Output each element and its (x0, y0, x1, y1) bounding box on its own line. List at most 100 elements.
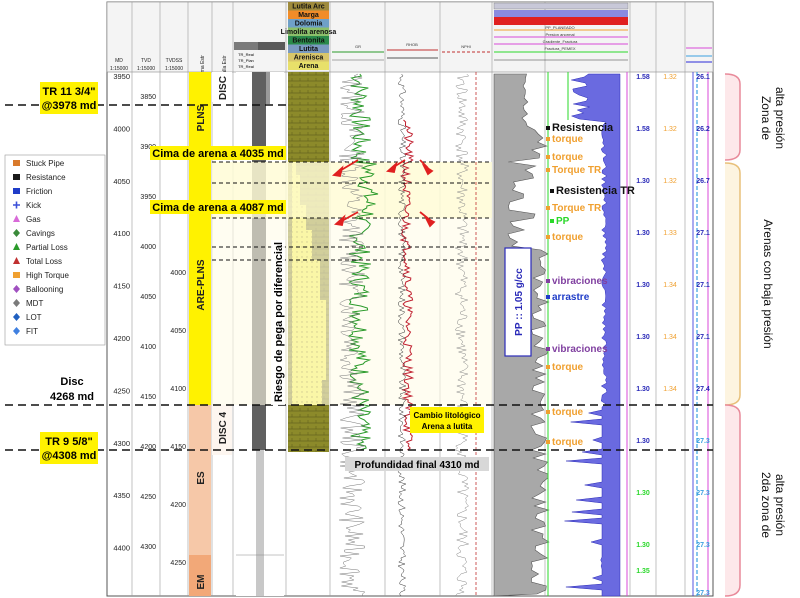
legend-item-label: Friction (26, 187, 52, 196)
reading-b: 1.34 (663, 282, 677, 289)
litho-label: Arenisca (294, 55, 324, 62)
litho-swatch (288, 44, 329, 53)
legend-item-label: Kick (26, 201, 42, 210)
reading-c: 27.3 (696, 490, 710, 497)
md-tick-label: 4350 (113, 491, 130, 500)
tvd-tick-label: 4150 (140, 394, 156, 401)
pp-label: PP :: 1.05 g/cc (514, 268, 525, 336)
reading-c: 27.1 (696, 282, 710, 289)
md-header: MD (115, 58, 123, 64)
curve-header-gr: GR (355, 44, 361, 49)
reading-a: 1.30 (636, 386, 650, 393)
litho-swatch (288, 53, 329, 62)
tvdss-scale: 1:15000 (165, 66, 183, 72)
cima2-bg (150, 200, 286, 214)
event-label: torque (552, 134, 584, 145)
md-tick-label: 4300 (113, 439, 130, 448)
md-tick-label: 4450 (113, 596, 130, 598)
event-label: Torque TR (552, 203, 602, 214)
legend-icon (13, 285, 20, 293)
legend-item-label: High Torque (26, 271, 70, 280)
md-scale: 1:15000 (110, 66, 128, 72)
red-arrows (331, 159, 436, 228)
formation-label-em: EM (196, 575, 207, 590)
event-label: Resistencia TR (556, 185, 635, 197)
event-marker (546, 235, 550, 239)
reading-a: 1.30 (636, 230, 650, 237)
event-marker (546, 126, 550, 130)
curve-header-rhob: RHOB (406, 42, 418, 47)
zone-labels: Zona de alta presión Arenas con baja pre… (759, 87, 787, 538)
event-marker (546, 295, 550, 299)
legend-icon (13, 229, 20, 237)
legend-item-label: Resistance (26, 173, 66, 182)
cima1-label: Cima de arena a 4035 md (152, 148, 283, 160)
fault-header: Falla Estr (222, 55, 228, 76)
tr1-line2: @3978 md (42, 100, 97, 112)
formation-em (189, 555, 211, 596)
reading-a: 1.35 (636, 568, 650, 575)
event-marker (550, 219, 554, 223)
litho-label: Limolita arenosa (281, 29, 337, 36)
md-tick-label: 3950 (113, 72, 130, 81)
nphi-curve (454, 73, 470, 597)
tvd-tick-label: 4050 (140, 294, 156, 301)
tvd-tick-label: 4000 (140, 244, 156, 251)
event-label: torque (552, 152, 584, 163)
pp-box (504, 247, 532, 357)
tvdss-tick-label: 4250 (170, 560, 186, 567)
tvd-tick-label: 3900 (140, 144, 156, 151)
md-depth-scale: 3950 4000 4050 4100 4150 4200 4250 4300 4350 4400… (113, 72, 130, 598)
formation-label-plns: PLNS (196, 104, 207, 131)
reading-b: 1.33 (663, 230, 677, 237)
gr-curve-secondary (338, 73, 366, 597)
reading-b: 1.34 (663, 386, 677, 393)
legend-item-label: Ballooning (26, 285, 63, 294)
legend-icon (13, 201, 20, 209)
event-label: torque (552, 362, 584, 373)
tr1-line1: TR 11 3/4" (43, 86, 96, 98)
zone1-line1: Zona de (759, 96, 773, 140)
litho-swatch (288, 61, 329, 70)
formation-are-plns (189, 162, 211, 405)
litho-swatch (288, 27, 329, 36)
disc-top-label: DISC (218, 76, 229, 100)
annotations: Cima de arena a 4035 md Cima de arena a … (150, 146, 532, 471)
tr2-line2: @4308 md (42, 450, 97, 462)
curve-header-pp: PP_PLANEADO (545, 25, 574, 30)
legend-icon (13, 299, 20, 307)
reading-b: 1.34 (663, 334, 677, 341)
legend-icon (13, 174, 20, 180)
litho-label: Marga (298, 12, 319, 19)
reading-a: 1.30 (636, 334, 650, 341)
event-marker (546, 168, 550, 172)
tr2-badge (40, 432, 98, 464)
legend-icon (13, 272, 20, 278)
legend: Stuck Pipe Resistance Friction Kick Gas Cavin… (4, 154, 106, 346)
tvd-tick-label: 4300 (140, 544, 156, 551)
curve-header-gradfrac: Gradiente_Fractura (543, 39, 578, 44)
md-tick-label: 4150 (113, 282, 130, 291)
legend-item-label: Partial Loss (26, 243, 68, 252)
formation-column (189, 72, 232, 596)
event-label: Torque TR (552, 165, 602, 176)
event-label: torque (552, 232, 584, 243)
tr2-line1: TR 9 5/8" (45, 436, 92, 448)
tvd-scale: 1:15000 (137, 66, 155, 72)
tvdss-tick-label: 4000 (170, 270, 186, 277)
formation-label-disc4: DISC 4 (218, 411, 229, 444)
litho-label: Arena (299, 63, 319, 70)
tvdss-tick-label: 4050 (170, 328, 186, 335)
legend-icon (13, 160, 20, 166)
legend-item-label: MDT (26, 299, 43, 308)
legend-icon (13, 188, 20, 194)
event-marker (546, 347, 550, 351)
md-tick-label: 4250 (113, 386, 130, 395)
reading-a: 1.30 (636, 438, 650, 445)
zone2-line1: Arenas con baja presión (761, 219, 775, 348)
casing-label-3: TR_Real (238, 64, 254, 69)
tvd-tick-label: 3950 (140, 194, 156, 201)
final-bg (345, 457, 489, 471)
